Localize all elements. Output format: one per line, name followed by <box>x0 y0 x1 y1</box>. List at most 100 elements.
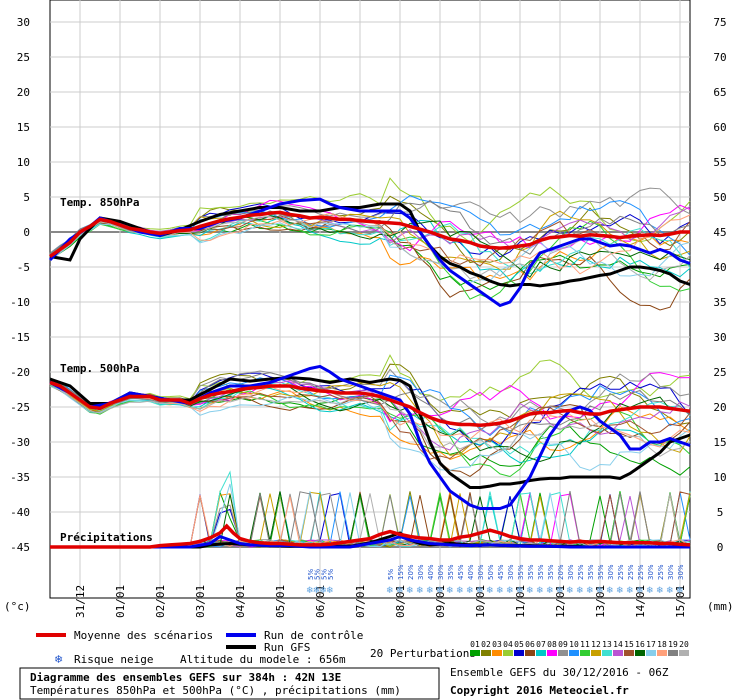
y-left-tick-label: -25 <box>10 401 30 414</box>
y-left-tick-label: 20 <box>17 86 30 99</box>
perturbation-t850-line <box>49 215 691 278</box>
x-tick-label: 01/01 <box>114 585 127 618</box>
perturbation-swatch <box>613 650 623 656</box>
y-right-tick-label: 10 <box>713 471 726 484</box>
snowflake-icon: ❄ <box>596 586 604 596</box>
snow-risk-value: 40% <box>467 564 475 580</box>
snow-risk-row: 5%❄5%❄5%❄5%❄5%❄15%❄20%❄30%❄40%❄30%❄35%❄4… <box>306 564 685 596</box>
snow-risk-value: 5% <box>314 569 322 580</box>
y-left-tick-label: -20 <box>10 366 30 379</box>
footer-box <box>19 667 440 700</box>
snow-risk-value: 20% <box>407 564 415 580</box>
snowflake-icon: ❄ <box>546 586 554 596</box>
snow-risk-value: 35% <box>527 564 535 580</box>
grid <box>49 0 691 599</box>
snow-risk-value: 25% <box>657 564 665 580</box>
snowflake-icon: ❄ <box>306 586 314 596</box>
snow-risk-value: 30% <box>417 564 425 580</box>
snowflake-icon: ❄ <box>506 586 514 596</box>
series-0-t500-line <box>49 380 691 427</box>
y-right-tick-label: 65 <box>713 86 726 99</box>
perturbation-swatch-label: 09 <box>558 640 568 649</box>
snow-risk-value: 25% <box>617 564 625 580</box>
perturbation-swatch <box>657 650 667 656</box>
snowflake-icon: ❄ <box>319 586 327 596</box>
perturbation-swatch <box>646 650 656 656</box>
snowflake-icon: ❄ <box>326 586 334 596</box>
perturbation-swatch <box>547 650 557 656</box>
perturbation-swatch-label: 02 <box>481 640 491 649</box>
main-series <box>48 197 691 549</box>
legend: Moyenne des scénarios Run de contrôle Ru… <box>36 629 689 666</box>
label-t500: Temp. 500hPa <box>60 362 139 375</box>
footer-copyright: Copyright 2016 Meteociel.fr <box>450 684 629 697</box>
x-tick-label: 31/12 <box>74 585 87 618</box>
y-right-tick-label: 75 <box>713 16 726 29</box>
snow-risk-value: 30% <box>477 564 485 580</box>
snow-risk-value: 15% <box>397 564 405 580</box>
series-1-t850-line <box>48 197 691 308</box>
snowflake-icon: ❄ <box>406 586 414 596</box>
perturbation-swatch <box>602 650 612 656</box>
perturbation-swatch-label: 04 <box>503 640 513 649</box>
y-left-tick-label: -5 <box>17 261 30 274</box>
snowflake-icon: ❄ <box>456 586 464 596</box>
snow-risk-value: 30% <box>437 564 445 580</box>
snowflake-icon: ❄ <box>606 586 614 596</box>
snow-risk-value: 35% <box>537 564 545 580</box>
y-right-tick-label: 55 <box>713 156 726 169</box>
snowflake-icon: ❄ <box>566 586 574 596</box>
left-unit-label: (°c) <box>4 600 31 613</box>
x-tick-label: 13/01 <box>594 585 607 618</box>
perturbation-t500-line <box>49 354 691 410</box>
perturbation-swatch-label: 07 <box>536 640 546 649</box>
footer-run-info: Ensemble GEFS du 30/12/2016 - 06Z <box>450 666 669 679</box>
perturbation-swatch <box>668 650 678 656</box>
snow-risk-value: 40% <box>427 564 435 580</box>
y-right-tick-label: 35 <box>713 296 726 309</box>
snow-risk-value: 30% <box>607 564 615 580</box>
perturbation-t850-line <box>49 212 691 275</box>
snow-risk-value: 45% <box>457 564 465 580</box>
y-right-tick-label: 60 <box>713 121 726 134</box>
perturbation-swatch <box>580 650 590 656</box>
y-left-tick-label: 0 <box>23 226 30 239</box>
x-tick-label: 09/01 <box>434 585 447 618</box>
snow-risk-value: 5% <box>327 569 335 580</box>
snowflake-icon: ❄ <box>476 586 484 596</box>
x-tick-label: 03/01 <box>194 585 207 618</box>
snow-risk-value: 25% <box>577 564 585 580</box>
snowflake-icon: ❄ <box>436 586 444 596</box>
x-tick-label: 11/01 <box>514 585 527 618</box>
y-right-tick-label: 0 <box>717 541 724 554</box>
snow-risk-value: 5% <box>387 569 395 580</box>
snow-risk-value: 25% <box>627 564 635 580</box>
series-0-precip-line <box>50 523 691 549</box>
y-left-tick-label: 5 <box>23 191 30 204</box>
perturbation-swatch-label: 06 <box>525 640 535 649</box>
y-right-tick-label: 45 <box>713 226 726 239</box>
label-precip: Précipitations <box>60 531 153 544</box>
snowflake-icon: ❄ <box>486 586 494 596</box>
snow-risk-value: 25% <box>637 564 645 580</box>
right-unit-label: (mm) <box>707 600 734 613</box>
snowflake-icon: ❄ <box>576 586 584 596</box>
y-right-tick-label: 50 <box>713 191 726 204</box>
snowflake-icon: ❄ <box>666 586 674 596</box>
y-left-tick-label: -40 <box>10 506 30 519</box>
perturbation-swatch <box>679 650 689 656</box>
perturbation-swatch-label: 03 <box>492 640 502 649</box>
y-right-tick-label: 30 <box>713 331 726 344</box>
snowflake-icon: ❄ <box>616 586 624 596</box>
x-tick-label: 07/01 <box>354 585 367 618</box>
y-left-tick-label: 15 <box>17 121 30 134</box>
perturbation-swatch-label: 15 <box>624 640 634 649</box>
legend-mean-label: Moyenne des scénarios <box>74 629 213 642</box>
snow-risk-value: 45% <box>497 564 505 580</box>
snow-risk-value: 35% <box>587 564 595 580</box>
x-tick-label: 08/01 <box>394 585 407 618</box>
perturbation-swatch-label: 10 <box>569 640 579 649</box>
tick-labels: 302520151050-5-10-15-20-25-30-35-40-4575… <box>10 16 727 618</box>
y-left-tick-label: 30 <box>17 16 30 29</box>
